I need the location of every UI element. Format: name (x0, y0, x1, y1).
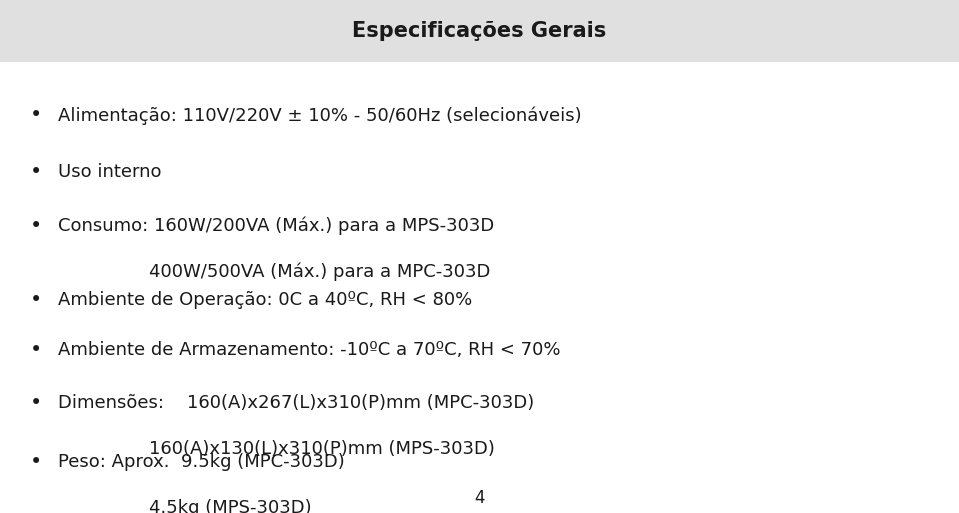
Text: Dimensões:    160(A)x267(L)x310(P)mm (MPC-303D): Dimensões: 160(A)x267(L)x310(P)mm (MPC-3… (58, 393, 534, 412)
Text: Ambiente de Operação: 0C a 40ºC, RH < 80%: Ambiente de Operação: 0C a 40ºC, RH < 80… (58, 291, 472, 309)
Text: •: • (31, 106, 42, 125)
Text: •: • (31, 162, 42, 182)
Text: Uso interno: Uso interno (58, 163, 161, 181)
Text: •: • (31, 290, 42, 310)
Text: Consumo: 160W/200VA (Máx.) para a MPS-303D: Consumo: 160W/200VA (Máx.) para a MPS-30… (58, 216, 494, 235)
Text: •: • (31, 340, 42, 360)
Text: •: • (31, 452, 42, 471)
Text: Especificações Gerais: Especificações Gerais (352, 21, 607, 41)
Text: Alimentação: 110V/220V ± 10% - 50/60Hz (selecionáveis): Alimentação: 110V/220V ± 10% - 50/60Hz (… (58, 106, 581, 125)
Text: 400W/500VA (Máx.) para a MPC-303D: 400W/500VA (Máx.) para a MPC-303D (149, 263, 490, 281)
Text: •: • (31, 393, 42, 412)
Text: Peso: Aprox.  9.5kg (MPC-303D): Peso: Aprox. 9.5kg (MPC-303D) (58, 452, 344, 471)
Text: 4.5kg (MPS-303D): 4.5kg (MPS-303D) (149, 499, 312, 513)
Text: 4: 4 (475, 488, 484, 507)
Text: •: • (31, 216, 42, 235)
Text: Ambiente de Armazenamento: -10ºC a 70ºC, RH < 70%: Ambiente de Armazenamento: -10ºC a 70ºC,… (58, 341, 560, 359)
Text: 160(A)x130(L)x310(P)mm (MPS-303D): 160(A)x130(L)x310(P)mm (MPS-303D) (149, 440, 495, 458)
Bar (0, 0, 959, 62)
